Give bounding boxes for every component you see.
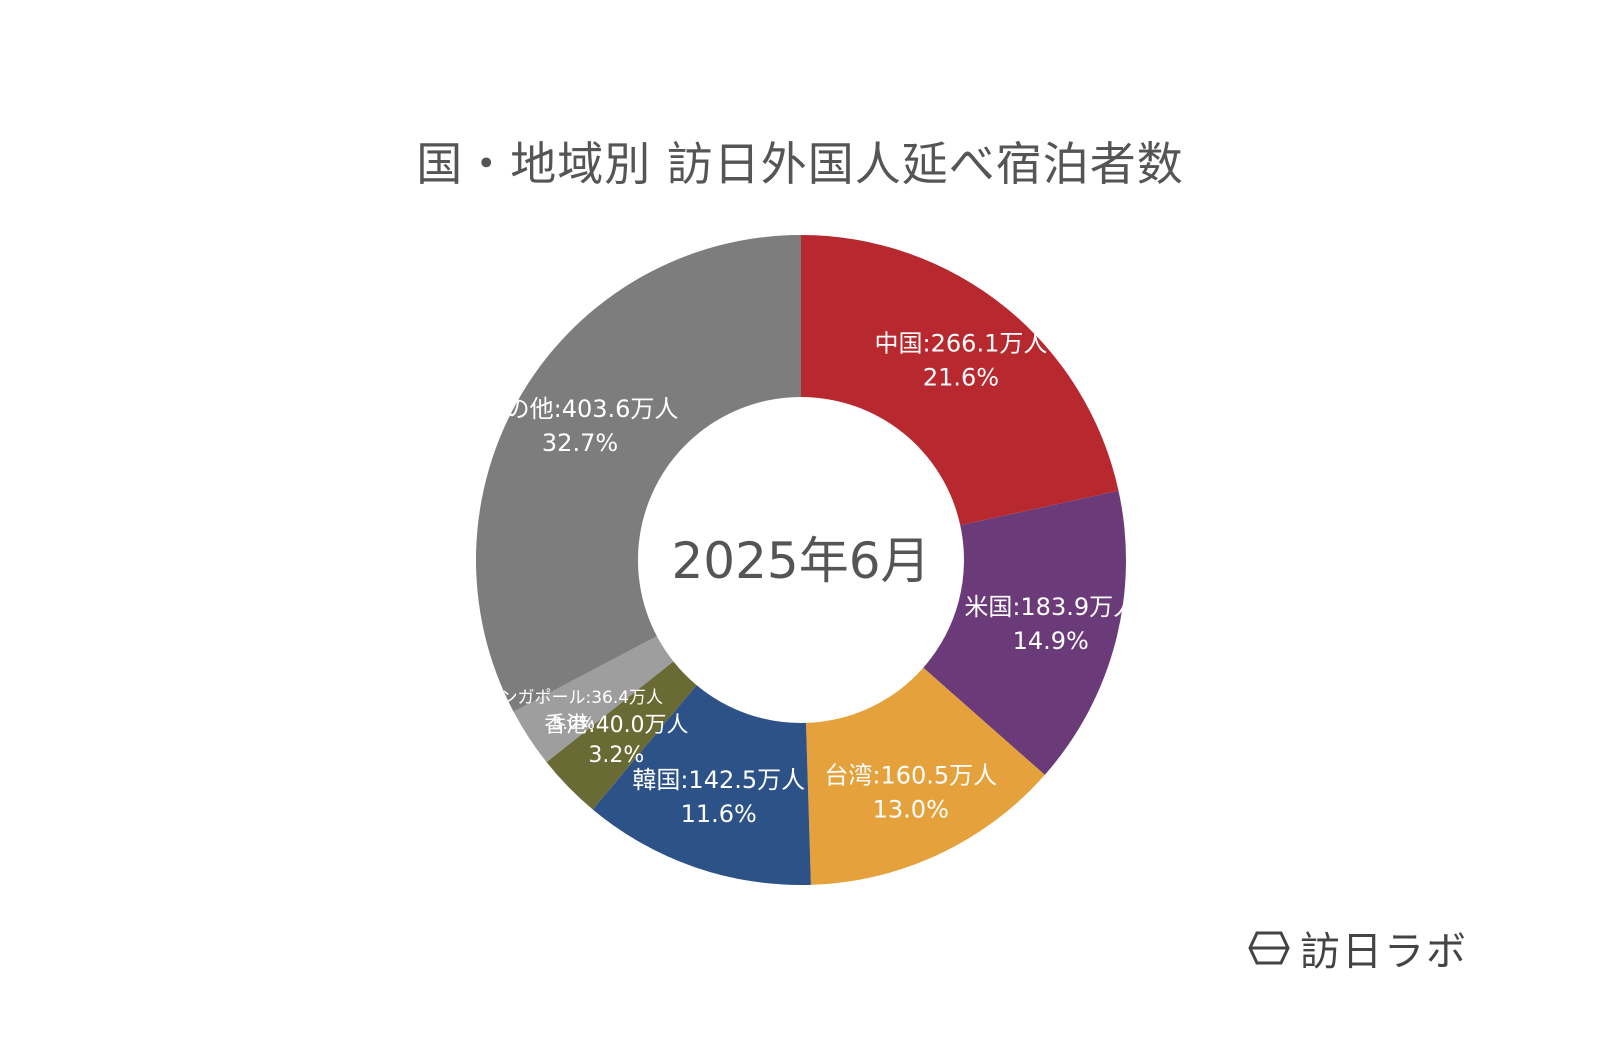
slice-label-1: 米国:183.9万人 [964, 593, 1137, 621]
donut-slice-0 [801, 235, 1119, 526]
donut-slices [476, 235, 1126, 885]
slice-label-0: 中国:266.1万人 [875, 329, 1048, 357]
slice-label-4: 香港:40.0万人 [544, 713, 688, 738]
brand-name: 訪日ラボ [1300, 929, 1468, 975]
slice-percent-6: 32.7% [542, 429, 618, 457]
donut-slice-2 [805, 667, 1045, 885]
slice-percent-4: 3.2% [588, 743, 644, 768]
donut-slice-3 [592, 685, 811, 885]
donut-slice-5 [513, 636, 674, 763]
slice-label-6: その他:403.6万人 [482, 395, 679, 423]
hexagon-logo-icon [1248, 931, 1290, 965]
slice-percent-0: 21.6% [923, 363, 999, 391]
slice-label-5: シンガポール:36.4万人 [483, 688, 663, 708]
slice-percent-3: 11.6% [681, 800, 757, 828]
slice-percent-1: 14.9% [1013, 627, 1089, 655]
chart-title: 国・地域別 訪日外国人延べ宿泊者数 [416, 137, 1184, 191]
slice-label-2: 台湾:160.5万人 [824, 761, 997, 789]
slice-percent-2: 13.0% [873, 795, 949, 823]
donut-slice-4 [546, 661, 697, 810]
donut-slice-6 [476, 235, 801, 712]
slice-percent-5: 3.0% [552, 714, 595, 734]
brand-logo: 訪日ラボ [1248, 922, 1468, 975]
donut-slice-1 [923, 490, 1126, 775]
center-label: 2025年6月 [671, 532, 930, 590]
donut-labels: 中国:266.1万人 21.6% 米国:183.9万人 14.9% 台湾:160.5万人… [482, 329, 1137, 828]
slice-label-3: 韓国:142.5万人 [632, 766, 805, 794]
